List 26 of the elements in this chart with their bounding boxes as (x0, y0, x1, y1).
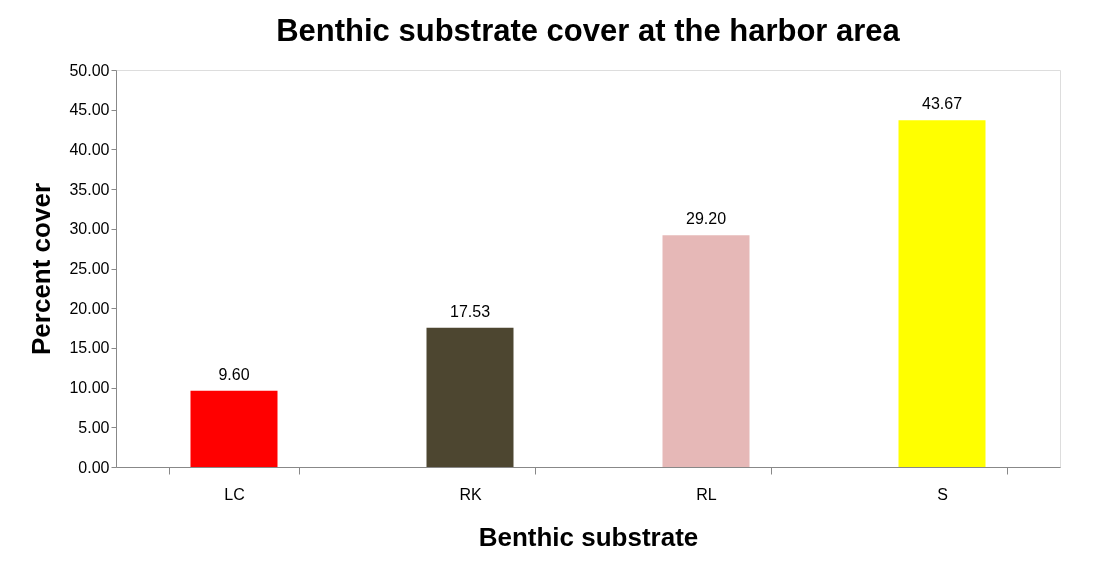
data-label: 29.20 (685, 210, 727, 228)
x-tick-label: RK (459, 485, 482, 503)
y-tick-label: 30.00 (69, 220, 110, 238)
data-label: 17.53 (449, 302, 491, 320)
y-axis-title: Percent cover (26, 183, 57, 355)
y-tick-label: 15.00 (69, 339, 110, 357)
y-tick-label: 35.00 (69, 180, 110, 198)
x-axis-title: Benthic substrate (478, 521, 699, 552)
y-tick-label: 40.00 (69, 140, 110, 158)
y-tick-label: 25.00 (69, 260, 110, 277)
x-tick-label: S (937, 485, 948, 503)
y-tick-label: 10.00 (69, 379, 110, 397)
x-tick-label: LC (224, 485, 245, 503)
data-label: 9.60 (218, 365, 250, 383)
bar (662, 235, 750, 467)
data-label: 43.67 (921, 95, 963, 113)
bar (426, 327, 514, 467)
y-tick-label: 5.00 (78, 418, 110, 436)
chart-title: Benthic substrate cover at the harbor area (276, 13, 901, 48)
bar (190, 390, 278, 467)
y-tick-label: 50.00 (69, 61, 110, 79)
x-tick-label: RL (696, 485, 717, 503)
y-tick-label: 20.00 (69, 299, 110, 317)
y-tick-label: 0.00 (78, 458, 110, 476)
bar (898, 120, 986, 467)
y-tick-label: 45.00 (69, 101, 110, 119)
